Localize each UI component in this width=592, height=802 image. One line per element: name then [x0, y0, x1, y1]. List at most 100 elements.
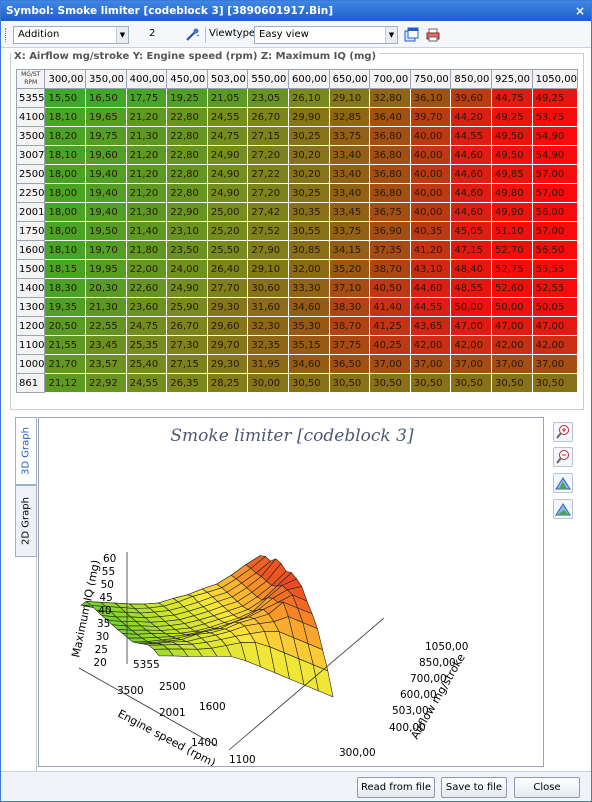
table-cell[interactable]: 44,55 [450, 126, 492, 146]
table-cell[interactable]: 34,15 [328, 240, 371, 260]
table-cell[interactable]: 55,55 [531, 259, 578, 279]
table-cell[interactable]: 47,00 [490, 316, 533, 336]
table-cell[interactable]: 41,20 [409, 240, 452, 260]
table-cell[interactable]: 27,52 [247, 221, 290, 241]
table-cell[interactable]: 47,00 [450, 316, 492, 336]
table-cell[interactable]: 33,75 [328, 221, 371, 241]
close-icon[interactable]: × [574, 4, 585, 18]
table-cell[interactable]: 27,20 [247, 145, 290, 165]
table-cell[interactable]: 21,20 [125, 164, 168, 184]
table-cell[interactable]: 36,80 [369, 164, 411, 184]
table-cell[interactable]: 24,00 [166, 259, 208, 279]
table-cell[interactable]: 30,50 [531, 373, 578, 393]
table-cell[interactable]: 36,80 [369, 183, 411, 203]
table-cell[interactable]: 52,60 [490, 278, 533, 298]
zoom-in-icon[interactable] [553, 422, 573, 442]
table-cell[interactable]: 15,50 [44, 88, 87, 108]
table-cell[interactable]: 49,25 [531, 88, 578, 108]
table-cell[interactable]: 24,55 [206, 107, 249, 127]
table-cell[interactable]: 22,55 [85, 316, 127, 336]
table-cell[interactable]: 57,00 [531, 221, 578, 241]
table-cell[interactable]: 50,00 [450, 297, 492, 317]
table-cell[interactable]: 30,50 [490, 373, 533, 393]
table-cell[interactable]: 37,00 [490, 354, 533, 374]
table-cell[interactable]: 24,90 [206, 164, 249, 184]
table-cell[interactable]: 33,30 [288, 278, 330, 298]
table-cell[interactable]: 23,60 [125, 297, 168, 317]
table-cell[interactable]: 43,10 [409, 259, 452, 279]
table-cell[interactable]: 30,50 [409, 373, 452, 393]
table-cell[interactable]: 33,75 [328, 126, 371, 146]
table-cell[interactable]: 40,00 [409, 202, 452, 222]
apply-wand-icon[interactable] [183, 26, 201, 44]
table-cell[interactable]: 23,50 [166, 240, 208, 260]
table-cell[interactable]: 30,50 [288, 373, 330, 393]
table-cell[interactable]: 19,35 [44, 297, 87, 317]
table-cell[interactable]: 32,30 [247, 316, 290, 336]
table-cell[interactable]: 40,00 [409, 126, 452, 146]
table-cell[interactable]: 27,15 [247, 126, 290, 146]
table-cell[interactable]: 22,80 [166, 145, 208, 165]
table-cell[interactable]: 22,00 [125, 259, 168, 279]
table-cell[interactable]: 16,50 [85, 88, 127, 108]
table-cell[interactable]: 25,35 [125, 335, 168, 355]
table-cell[interactable]: 21,30 [125, 202, 168, 222]
table-cell[interactable]: 37,75 [328, 335, 371, 355]
table-cell[interactable]: 20,30 [85, 278, 127, 298]
table-cell[interactable]: 21,20 [125, 107, 168, 127]
table-cell[interactable]: 56,00 [531, 202, 578, 222]
table-cell[interactable]: 33,40 [328, 183, 371, 203]
table-cell[interactable]: 18,00 [44, 221, 87, 241]
table-cell[interactable]: 54,90 [531, 126, 578, 146]
table-cell[interactable]: 23,57 [85, 354, 127, 374]
table-cell[interactable]: 37,00 [369, 354, 411, 374]
amount-value[interactable]: 2 [149, 28, 156, 39]
table-cell[interactable]: 36,50 [328, 354, 371, 374]
viewtype-select[interactable]: Easy view ▼ [254, 26, 398, 44]
table-cell[interactable]: 34,60 [288, 354, 330, 374]
table-cell[interactable]: 38,70 [369, 259, 411, 279]
table-cell[interactable]: 19,70 [85, 240, 127, 260]
table-cell[interactable]: 41,25 [369, 316, 411, 336]
table-cell[interactable]: 40,35 [409, 221, 452, 241]
table-cell[interactable]: 30,50 [328, 373, 371, 393]
toolbar-grip-icon[interactable] [5, 28, 8, 42]
table-cell[interactable]: 40,25 [369, 335, 411, 355]
table-cell[interactable]: 18,10 [44, 107, 87, 127]
table-cell[interactable]: 39,60 [450, 88, 492, 108]
window-icon[interactable] [402, 26, 420, 44]
table-cell[interactable]: 44,20 [450, 107, 492, 127]
save-to-file-button[interactable]: Save to file [441, 777, 507, 798]
table-cell[interactable]: 25,50 [206, 240, 249, 260]
table-cell[interactable]: 19,40 [85, 183, 127, 203]
table-cell[interactable]: 49,50 [490, 126, 533, 146]
table-cell[interactable]: 29,30 [206, 297, 249, 317]
table-cell[interactable]: 57,00 [531, 164, 578, 184]
table-cell[interactable]: 30,50 [369, 373, 411, 393]
table-cell[interactable]: 30,25 [288, 183, 330, 203]
table-cell[interactable]: 23,05 [247, 88, 290, 108]
table-cell[interactable]: 42,00 [409, 335, 452, 355]
rotate-left-icon[interactable] [553, 473, 573, 493]
table-cell[interactable]: 36,10 [409, 88, 452, 108]
table-cell[interactable]: 47,00 [531, 316, 578, 336]
print-icon[interactable] [424, 26, 442, 44]
table-cell[interactable]: 29,90 [288, 107, 330, 127]
table-cell[interactable]: 25,40 [125, 354, 168, 374]
table-cell[interactable]: 33,45 [328, 202, 371, 222]
table-cell[interactable]: 18,00 [44, 183, 87, 203]
table-cell[interactable]: 27,42 [247, 202, 290, 222]
table-cell[interactable]: 30,85 [288, 240, 330, 260]
table-cell[interactable]: 23,10 [166, 221, 208, 241]
table-cell[interactable]: 22,80 [166, 183, 208, 203]
table-cell[interactable]: 40,50 [369, 278, 411, 298]
table-cell[interactable]: 19,65 [85, 107, 127, 127]
table-cell[interactable]: 22,90 [166, 202, 208, 222]
table-cell[interactable]: 21,30 [85, 297, 127, 317]
table-cell[interactable]: 22,80 [166, 164, 208, 184]
table-cell[interactable]: 22,92 [85, 373, 127, 393]
table-cell[interactable]: 24,90 [166, 278, 208, 298]
table-cell[interactable]: 22,80 [166, 126, 208, 146]
table-cell[interactable]: 30,55 [288, 221, 330, 241]
table-cell[interactable]: 26,70 [166, 316, 208, 336]
